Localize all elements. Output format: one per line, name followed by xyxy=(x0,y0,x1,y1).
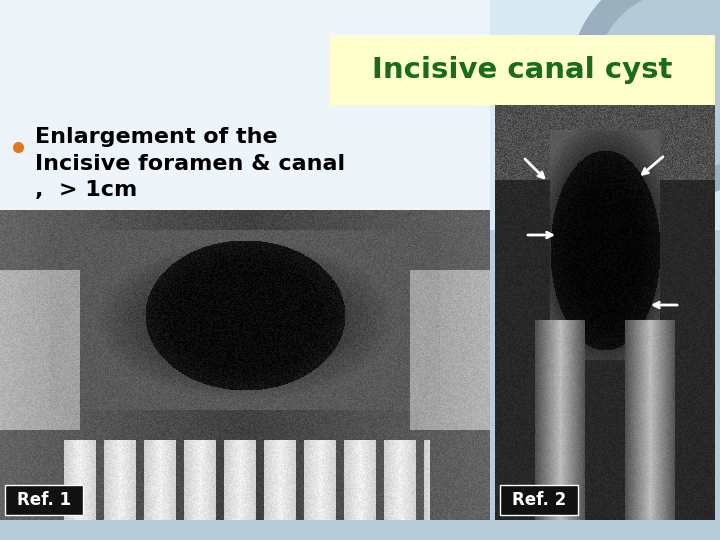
Text: Ref. 1: Ref. 1 xyxy=(17,491,71,509)
Bar xyxy=(0,0,720,230)
Bar xyxy=(0,0,490,250)
Text: ,  > 1cm: , > 1cm xyxy=(35,180,138,200)
Circle shape xyxy=(570,0,720,195)
Circle shape xyxy=(0,0,140,115)
Circle shape xyxy=(595,0,720,170)
Text: Incisive canal cyst: Incisive canal cyst xyxy=(372,56,672,84)
Bar xyxy=(5,485,83,515)
Text: Ref. 2: Ref. 2 xyxy=(512,491,566,509)
Text: Incisive foramen & canal: Incisive foramen & canal xyxy=(35,154,345,174)
Bar xyxy=(330,35,715,105)
Text: Enlargement of the: Enlargement of the xyxy=(35,127,278,147)
Bar xyxy=(500,485,578,515)
